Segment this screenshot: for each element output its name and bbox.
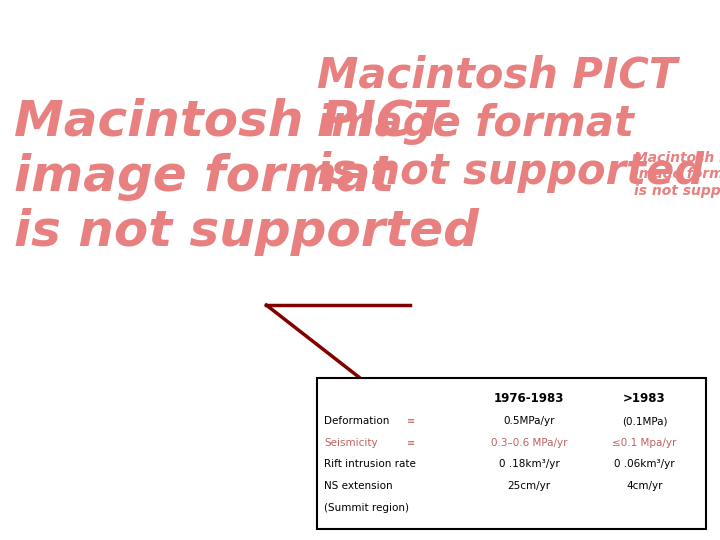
Text: 0.5MPa/yr: 0.5MPa/yr (503, 416, 555, 426)
Text: Seismicity: Seismicity (324, 438, 377, 448)
Text: ≤0.1 Mpa/yr: ≤0.1 Mpa/yr (612, 438, 677, 448)
Text: Deformation: Deformation (324, 416, 390, 426)
Text: 0 .18km³/yr: 0 .18km³/yr (499, 460, 559, 469)
Text: >1983: >1983 (623, 392, 666, 405)
Text: Rift intrusion rate: Rift intrusion rate (324, 460, 416, 469)
Text: Macintosh PICT
image format
is not supported: Macintosh PICT image format is not suppo… (317, 54, 703, 193)
Text: NS extension: NS extension (324, 481, 392, 491)
Text: 0 .06km³/yr: 0 .06km³/yr (614, 460, 675, 469)
Text: 4cm/yr: 4cm/yr (626, 481, 662, 491)
Text: (0.1MPa): (0.1MPa) (621, 416, 667, 426)
Text: (Summit region): (Summit region) (324, 503, 409, 512)
Text: 1976-1983: 1976-1983 (494, 392, 564, 405)
Text: ≡: ≡ (407, 416, 415, 426)
Text: 25cm/yr: 25cm/yr (508, 481, 551, 491)
Bar (317, 378, 706, 529)
Text: 0.3–0.6 MPa/yr: 0.3–0.6 MPa/yr (491, 438, 567, 448)
Text: Macintosh PICT
image format
is not supported: Macintosh PICT image format is not suppo… (634, 151, 720, 198)
Text: Macintosh PICT
image format
is not supported: Macintosh PICT image format is not suppo… (14, 97, 480, 256)
Text: ≡: ≡ (407, 438, 415, 448)
